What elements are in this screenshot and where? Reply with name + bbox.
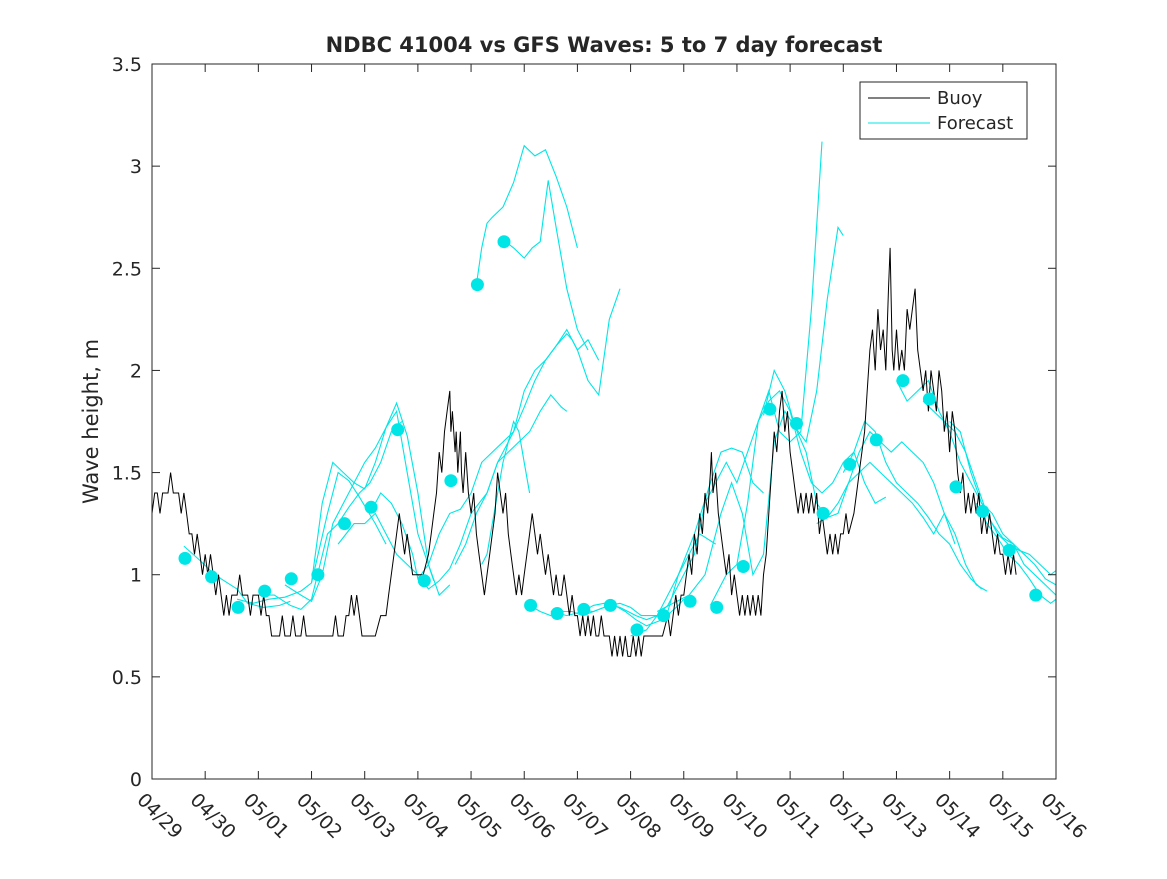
forecast-line-0 [183, 545, 291, 608]
chart-title: NDBC 41004 vs GFS Waves: 5 to 7 day fore… [326, 33, 883, 57]
forecast-line-18 [816, 461, 988, 592]
forecast-line-23 [975, 502, 1057, 604]
y-tick-label-0: 0 [130, 769, 142, 791]
forecast-marker-22 [763, 402, 777, 416]
forecast-line-22 [949, 421, 1057, 586]
forecast-marker-7 [364, 500, 378, 514]
forecast-marker-27 [896, 374, 910, 388]
forecast-line-5 [337, 393, 568, 590]
forecast-marker-3 [258, 584, 272, 598]
forecast-marker-5 [311, 568, 325, 582]
forecast-line-9 [475, 144, 578, 285]
forecast-marker-24 [816, 506, 830, 520]
forecast-marker-10 [444, 474, 458, 488]
forecast-marker-14 [550, 607, 564, 620]
forecast-marker-1 [205, 570, 219, 584]
forecast-line-15 [656, 225, 844, 612]
series-lines [151, 141, 1057, 657]
forecast-marker-21 [736, 560, 750, 573]
forecast-line-7 [454, 332, 600, 565]
forecast-line-1 [236, 471, 387, 604]
forecast-marker-16 [603, 598, 617, 612]
y-tick-label-1: 0.5 [112, 667, 142, 689]
y-tick-label-6: 3 [130, 156, 142, 178]
legend-label-forecast: Forecast [937, 113, 1013, 134]
y-tick-label-7: 3.5 [112, 54, 142, 76]
forecast-marker-19 [683, 594, 697, 608]
forecast-marker-12 [497, 235, 511, 249]
plot-area [152, 64, 1056, 779]
forecast-marker-23 [790, 417, 803, 430]
y-tick-label-3: 1.5 [112, 463, 142, 485]
forecast-marker-18 [657, 609, 671, 623]
legend-label-buoy: Buoy [937, 88, 983, 109]
forecast-line-10 [505, 180, 589, 351]
forecast-marker-20 [710, 600, 724, 614]
forecast-marker-15 [577, 602, 591, 616]
forecast-line-19 [842, 420, 982, 590]
forecast-marker-29 [949, 480, 963, 494]
legend: Buoy Forecast [859, 81, 1028, 140]
forecast-marker-9 [417, 574, 431, 588]
forecast-marker-8 [391, 423, 405, 437]
forecast-marker-4 [284, 572, 298, 586]
forecast-line-20 [896, 379, 1057, 596]
plot-frame [151, 63, 1057, 780]
forecast-line-16 [709, 389, 887, 606]
y-axis-label: Wave height, m [79, 339, 103, 504]
forecast-marker-28 [922, 392, 936, 406]
forecast-marker-13 [524, 598, 538, 612]
series-markers [178, 235, 1043, 637]
legend-box [859, 81, 1028, 140]
forecast-marker-11 [470, 278, 484, 292]
y-tick-label-2: 1 [130, 565, 142, 587]
y-tick-label-5: 2.5 [112, 258, 142, 280]
buoy-line [151, 247, 1017, 657]
forecast-marker-0 [178, 551, 192, 565]
forecast-marker-6 [338, 517, 351, 531]
forecast-marker-2 [231, 600, 245, 614]
y-tick-label-4: 2 [130, 360, 142, 382]
forecast-marker-32 [1029, 588, 1043, 602]
y-axis: 0 0.5 1 1.5 2 2.5 3 3.5 [112, 54, 1056, 791]
forecast-line-4 [310, 401, 451, 597]
forecast-line-3 [284, 409, 435, 603]
forecast-line-8 [481, 419, 531, 565]
forecast-marker-30 [976, 504, 990, 518]
forecast-marker-25 [843, 457, 857, 471]
forecast-marker-31 [1002, 543, 1016, 557]
forecast-marker-26 [869, 433, 883, 447]
forecast-marker-17 [630, 623, 644, 637]
